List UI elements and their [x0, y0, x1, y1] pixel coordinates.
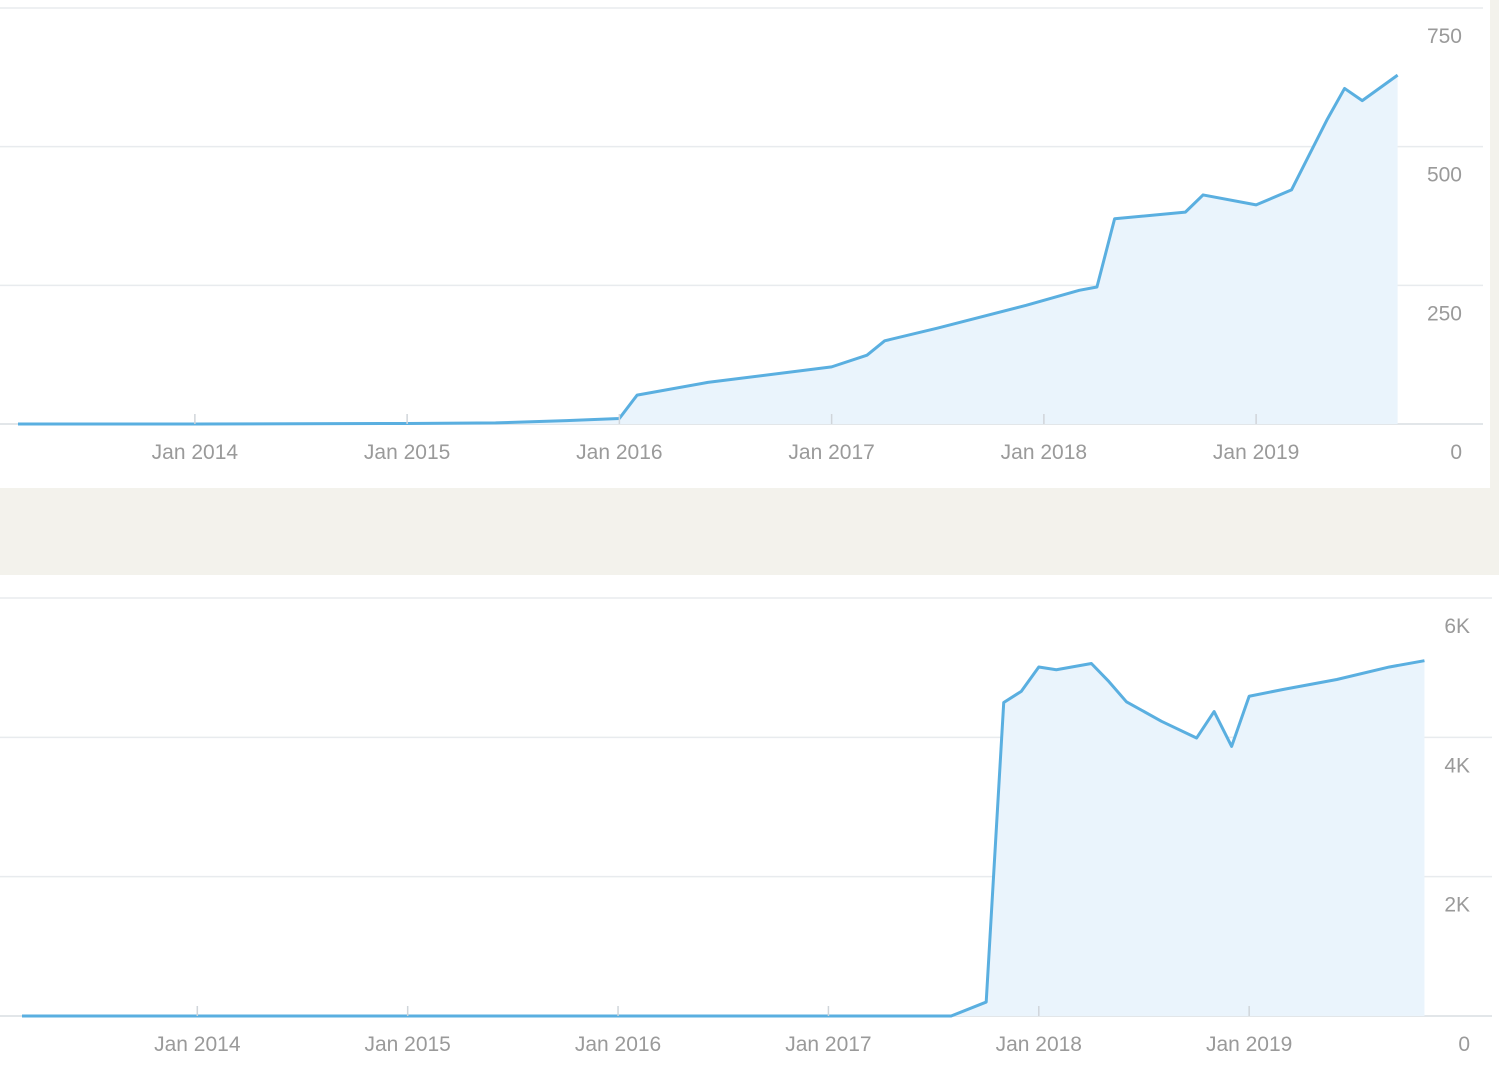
y-tick-label: 500: [1427, 164, 1462, 187]
x-tick-label: Jan 2019: [1213, 441, 1299, 464]
x-tick-label: Jan 2016: [576, 441, 662, 464]
area-fill: [22, 660, 1425, 1016]
line: [18, 73, 1399, 426]
x-tick-label: Jan 2018: [996, 1033, 1082, 1056]
x-tick-label: Jan 2014: [154, 1033, 241, 1056]
x-tick-label: Jan 2016: [575, 1033, 661, 1056]
x-tick-label: Jan 2015: [364, 441, 450, 464]
x-tick-label: Jan 2015: [364, 1033, 450, 1056]
y-tick-label: 6K: [1444, 615, 1470, 638]
x-tick-label: Jan 2017: [788, 441, 874, 464]
x-tick-label: Jan 2018: [1001, 441, 1087, 464]
y-tick-label: 4K: [1444, 754, 1470, 777]
x-tick-label: Jan 2019: [1206, 1033, 1292, 1056]
y-tick-label: 0: [1458, 1033, 1470, 1056]
y-tick-label: 2K: [1444, 894, 1470, 917]
x-tick-label: Jan 2014: [152, 441, 239, 464]
y-tick-label: 750: [1427, 25, 1462, 48]
x-tick-label: Jan 2017: [785, 1033, 871, 1056]
line: [22, 659, 1425, 1018]
area-fill: [18, 75, 1398, 424]
y-tick-label: 250: [1427, 302, 1462, 325]
y-tick-label: 0: [1450, 441, 1462, 464]
